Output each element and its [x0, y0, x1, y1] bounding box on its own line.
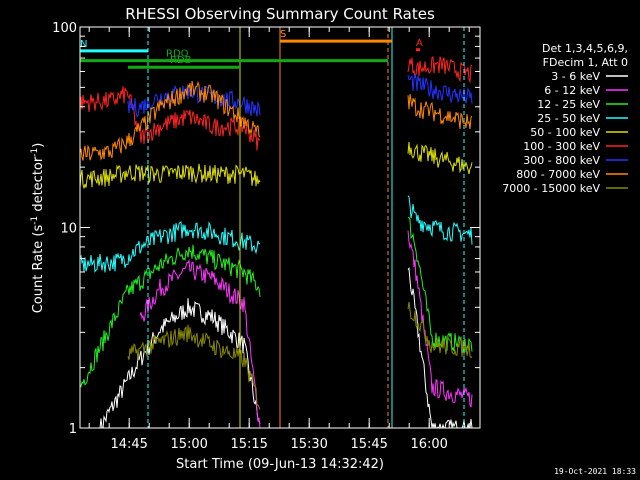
series-line-8 — [79, 80, 473, 161]
flag-label-rdo: RDO — [166, 49, 189, 60]
plot-timestamp: 19-Oct-2021 18:33 — [554, 467, 636, 476]
flag-label-rdb: RDB — [170, 55, 192, 66]
legend-entry-label: 6 - 12 keV — [544, 84, 600, 97]
y-axis-label: Count Rate (s-1 detector-1) — [30, 143, 46, 314]
legend-entry-label: 50 - 100 keV — [530, 126, 600, 139]
y-tick-label: 1 — [69, 422, 77, 437]
flag-label-s: S — [280, 29, 286, 40]
legend-entry-label: 800 - 7000 keV — [516, 168, 600, 181]
legend-entry-label: 3 - 6 keV — [551, 70, 600, 83]
series-line-9 — [127, 301, 473, 410]
x-tick-label: 15:30 — [290, 437, 327, 452]
flag-label-a: A — [416, 38, 423, 49]
x-axis-label: Start Time (09-Jun-13 14:32:42) — [176, 457, 384, 472]
x-tick-label: 14:45 — [110, 437, 147, 452]
axes-layer: 1 10 100 14:45 15:00 15:15 15:30 15:45 16:00 — [52, 21, 481, 452]
y-tick-label: 100 — [52, 21, 77, 36]
legend: Det 1,3,4,5,6,9,FDecim 1, Att 03 - 6 keV… — [502, 42, 628, 195]
x-tick-label: 15:15 — [230, 437, 267, 452]
series-line-5 — [79, 142, 473, 189]
legend-entry-label: 300 - 800 keV — [523, 154, 600, 167]
series-line-4 — [79, 195, 473, 273]
x-tick-label: 15:45 — [350, 437, 387, 452]
y-tick-label: 10 — [60, 222, 77, 237]
flag-label-n: N — [80, 39, 87, 50]
legend-entry-label: 100 - 300 keV — [523, 140, 600, 153]
series-line-7 — [127, 72, 473, 118]
legend-header-line-2: FDecim 1, Att 0 — [543, 56, 628, 69]
series-line-1 — [99, 267, 473, 429]
legend-entry-label: 7000 - 15000 keV — [502, 182, 600, 195]
series-line-6 — [79, 56, 473, 151]
legend-header-line-1: Det 1,3,4,5,6,9, — [542, 42, 628, 55]
legend-entry-label: 25 - 50 keV — [537, 112, 600, 125]
x-tick-label: 16:00 — [410, 437, 447, 452]
chart-title: RHESSI Observing Summary Count Rates — [125, 5, 435, 23]
legend-entry-label: 12 - 25 keV — [537, 98, 600, 111]
x-tick-label: 15:00 — [170, 437, 207, 452]
